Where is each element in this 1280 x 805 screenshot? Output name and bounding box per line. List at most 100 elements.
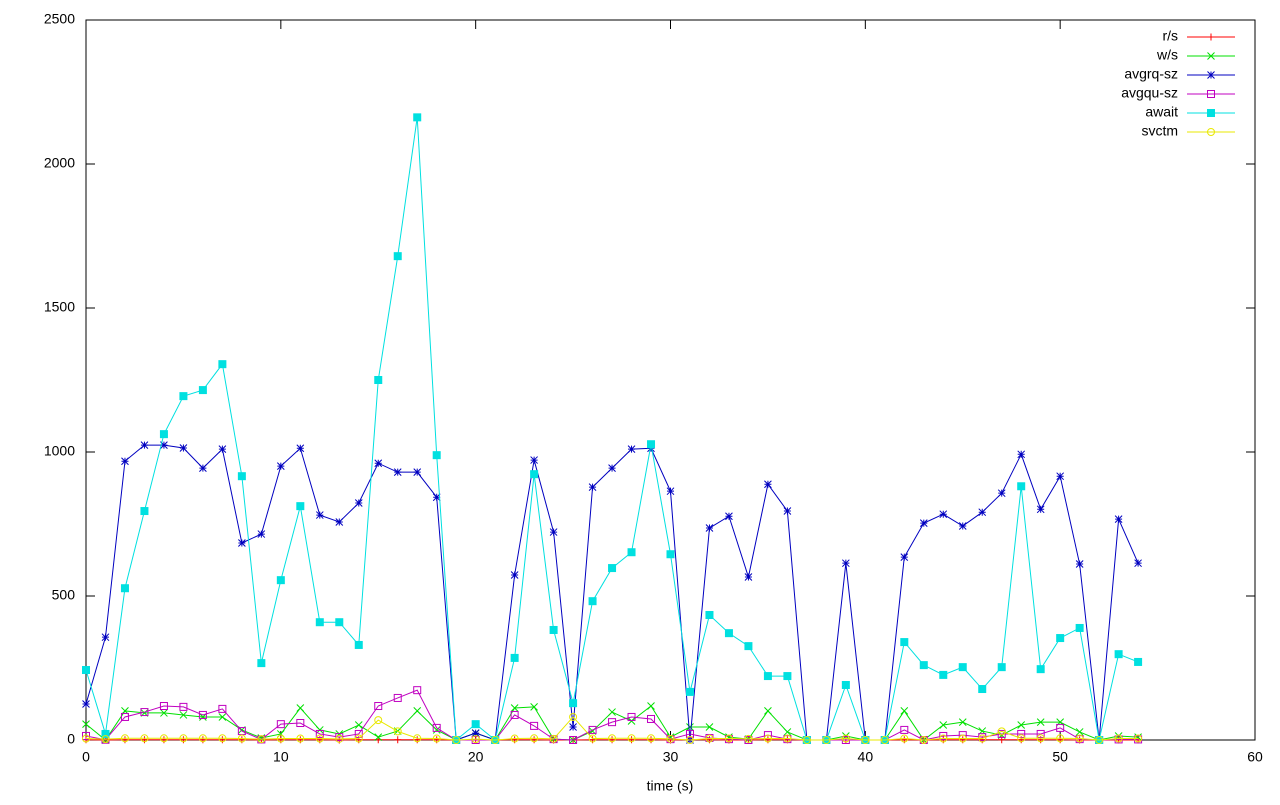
marker [394,736,401,743]
plot-border [86,20,1255,740]
marker [297,503,304,510]
x-tick-label: 30 [663,749,679,765]
marker [375,460,382,467]
marker [784,508,791,515]
x-tick-label: 10 [273,749,289,765]
marker [1037,666,1044,673]
marker [1076,624,1083,631]
marker [414,469,421,476]
marker [1037,506,1044,513]
marker [141,442,148,449]
series-line [86,117,1138,740]
marker [901,554,908,561]
marker [764,707,771,714]
y-tick-label: 1000 [44,443,75,459]
marker [83,701,90,708]
marker [199,387,206,394]
marker [394,253,401,260]
marker [998,664,1005,671]
marker [686,688,693,695]
marker [355,499,362,506]
marker [238,540,245,547]
marker [609,565,616,572]
marker [1135,658,1142,665]
marker [745,643,752,650]
marker [609,709,616,716]
marker [901,639,908,646]
marker [648,441,655,448]
marker [355,641,362,648]
marker [141,508,148,515]
marker [764,481,771,488]
marker [570,700,577,707]
legend-label: w/s [1156,47,1178,63]
legend-label: r/s [1162,28,1178,44]
marker [433,452,440,459]
marker [550,529,557,536]
marker [706,612,713,619]
marker [219,446,226,453]
marker [121,458,128,465]
marker [316,619,323,626]
x-tick-label: 50 [1052,749,1068,765]
marker [725,513,732,520]
legend-marker [1208,34,1215,41]
marker [1018,451,1025,458]
marker [628,446,635,453]
x-tick-label: 60 [1247,749,1263,765]
y-tick-label: 2500 [44,11,75,27]
y-tick-label: 1500 [44,299,75,315]
marker [238,473,245,480]
marker [472,721,479,728]
marker [1057,473,1064,480]
y-tick-label: 500 [52,587,76,603]
marker [589,484,596,491]
marker [1135,560,1142,567]
x-axis-label: time (s) [647,778,694,794]
marker [1018,483,1025,490]
legend-marker [1208,72,1215,79]
marker [628,717,635,724]
marker [199,465,206,472]
marker [511,654,518,661]
marker [297,705,304,712]
marker [1115,516,1122,523]
marker [1057,635,1064,642]
marker [706,525,713,532]
legend-label: await [1145,104,1178,120]
x-tick-label: 0 [82,749,90,765]
marker [745,573,752,580]
marker [609,465,616,472]
marker [959,664,966,671]
marker [180,393,187,400]
marker [979,686,986,693]
marker [667,551,674,558]
legend-label: avgrq-sz [1124,66,1178,82]
marker [336,619,343,626]
marker [920,520,927,527]
y-tick-label: 2000 [44,155,75,171]
marker [531,471,538,478]
series-line [86,445,1138,740]
y-tick-label: 0 [67,731,75,747]
marker [219,361,226,368]
marker [102,634,109,641]
marker [1115,651,1122,658]
x-tick-label: 20 [468,749,484,765]
marker [979,509,986,516]
marker [920,662,927,669]
marker [1076,561,1083,568]
marker [589,598,596,605]
marker [648,703,655,710]
marker [180,444,187,451]
marker [511,571,518,578]
marker [959,523,966,530]
marker [842,681,849,688]
marker [160,431,167,438]
marker [628,549,635,556]
marker [550,626,557,633]
marker [394,469,401,476]
marker [940,671,947,678]
marker [940,511,947,518]
x-tick-label: 40 [858,749,874,765]
